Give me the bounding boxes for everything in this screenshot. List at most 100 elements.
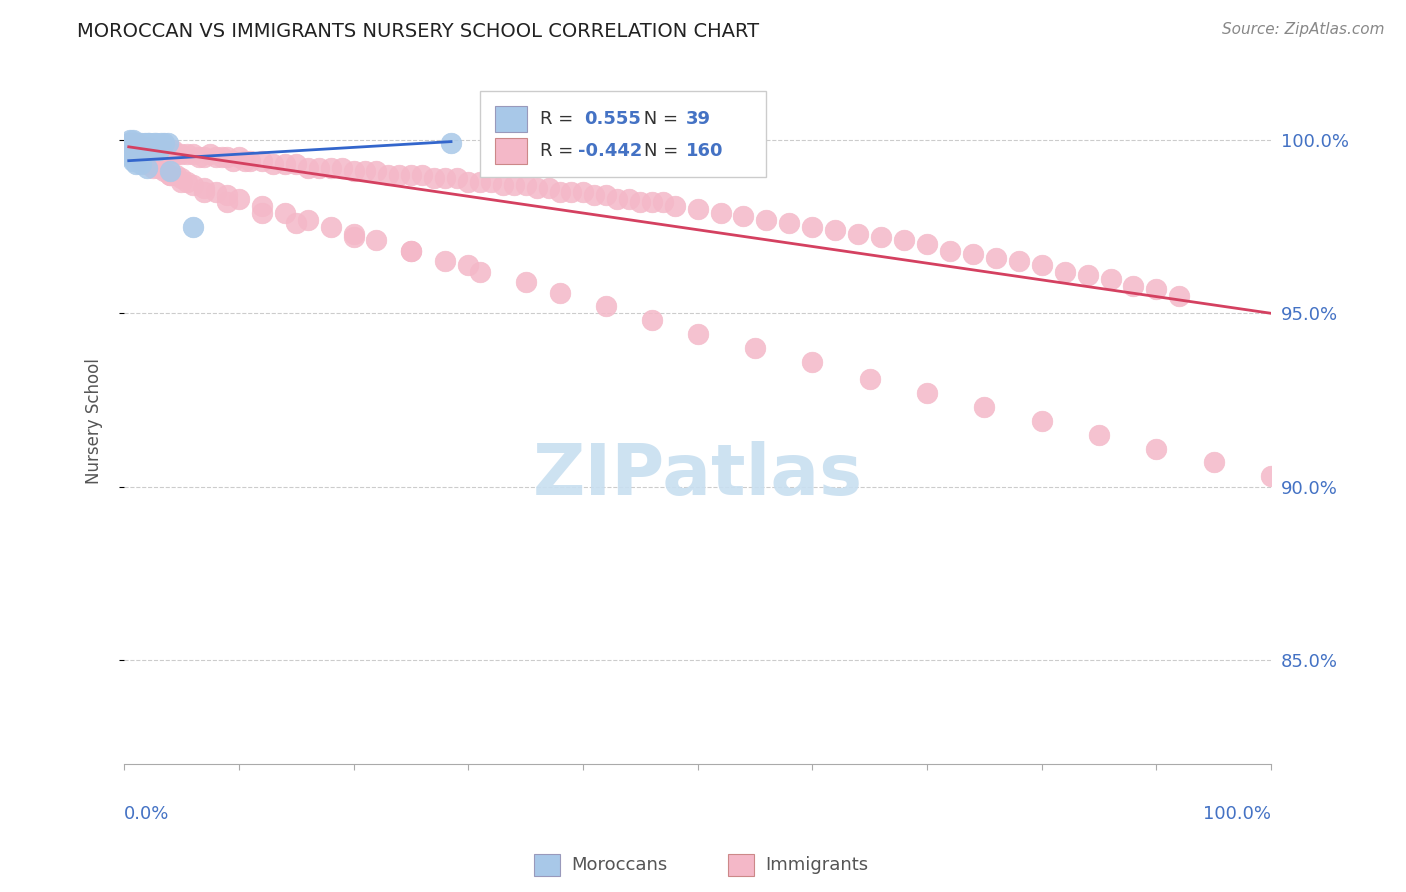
Point: [744, 341, 766, 355]
Point: [129, 140, 152, 154]
Point: [440, 136, 463, 151]
Point: [138, 136, 160, 151]
Point: [142, 157, 165, 171]
Text: N =: N =: [644, 142, 683, 160]
Point: [170, 146, 193, 161]
Point: [217, 150, 239, 164]
Y-axis label: Nursery School: Nursery School: [86, 358, 103, 483]
Point: [537, 181, 560, 195]
Point: [423, 171, 446, 186]
Point: [193, 185, 215, 199]
Point: [399, 244, 422, 258]
Text: Immigrants: Immigrants: [765, 855, 868, 874]
Point: [641, 313, 664, 327]
FancyBboxPatch shape: [479, 91, 766, 177]
Point: [560, 185, 582, 199]
Point: [122, 146, 145, 161]
Point: [122, 133, 145, 147]
Point: [515, 178, 537, 192]
Text: R =: R =: [540, 110, 579, 128]
Point: [176, 146, 198, 161]
Text: 39: 39: [686, 110, 711, 128]
Point: [273, 205, 295, 219]
Point: [778, 216, 800, 230]
Point: [285, 157, 308, 171]
Point: [205, 150, 228, 164]
Bar: [534, 854, 560, 876]
Point: [118, 146, 141, 161]
Point: [273, 157, 295, 171]
Point: [915, 386, 938, 401]
Point: [664, 199, 686, 213]
Point: [652, 195, 675, 210]
Point: [120, 140, 142, 154]
Point: [457, 174, 479, 188]
Point: [124, 146, 146, 161]
Point: [939, 244, 962, 258]
Point: [131, 140, 153, 154]
Text: MOROCCAN VS IMMIGRANTS NURSERY SCHOOL CORRELATION CHART: MOROCCAN VS IMMIGRANTS NURSERY SCHOOL CO…: [77, 22, 759, 41]
Point: [141, 140, 163, 154]
Point: [222, 153, 245, 168]
Point: [893, 234, 915, 248]
Point: [118, 136, 141, 151]
Point: [297, 161, 319, 175]
Point: [1008, 254, 1031, 268]
Point: [131, 143, 153, 157]
Point: [228, 192, 250, 206]
Point: [801, 219, 824, 234]
Point: [120, 150, 142, 164]
Point: [124, 136, 146, 151]
Point: [128, 140, 150, 154]
Point: [131, 146, 153, 161]
Text: -0.442: -0.442: [578, 142, 643, 160]
Point: [118, 133, 141, 147]
Point: [824, 223, 846, 237]
Point: [239, 153, 262, 168]
Point: [193, 150, 215, 164]
Point: [233, 153, 256, 168]
Text: Source: ZipAtlas.com: Source: ZipAtlas.com: [1222, 22, 1385, 37]
Point: [1031, 258, 1053, 272]
Point: [142, 143, 165, 157]
Point: [399, 244, 422, 258]
Point: [411, 168, 433, 182]
Point: [628, 195, 651, 210]
Point: [159, 168, 181, 182]
Point: [491, 178, 513, 192]
Point: [146, 140, 169, 154]
Point: [595, 188, 617, 202]
Point: [354, 164, 377, 178]
Point: [124, 140, 146, 154]
Point: [153, 164, 176, 178]
Text: 0.0%: 0.0%: [124, 805, 170, 823]
Point: [162, 143, 184, 157]
Text: 100.0%: 100.0%: [1204, 805, 1271, 823]
Point: [124, 136, 146, 151]
Point: [515, 275, 537, 289]
Point: [755, 212, 778, 227]
Point: [285, 216, 308, 230]
Point: [319, 161, 342, 175]
Point: [984, 251, 1007, 265]
Point: [434, 171, 457, 186]
Point: [595, 299, 617, 313]
Point: [1031, 414, 1053, 428]
Point: [122, 153, 145, 168]
Point: [308, 161, 330, 175]
Text: Moroccans: Moroccans: [571, 855, 666, 874]
Point: [1202, 455, 1225, 469]
Point: [125, 136, 148, 151]
Point: [193, 181, 215, 195]
Point: [170, 174, 193, 188]
Point: [1088, 427, 1111, 442]
Point: [136, 140, 159, 154]
FancyBboxPatch shape: [495, 138, 527, 164]
Point: [136, 143, 159, 157]
Point: [446, 171, 468, 186]
Point: [859, 372, 882, 386]
Point: [121, 140, 143, 154]
Point: [181, 178, 204, 192]
Point: [148, 143, 170, 157]
Point: [457, 258, 479, 272]
